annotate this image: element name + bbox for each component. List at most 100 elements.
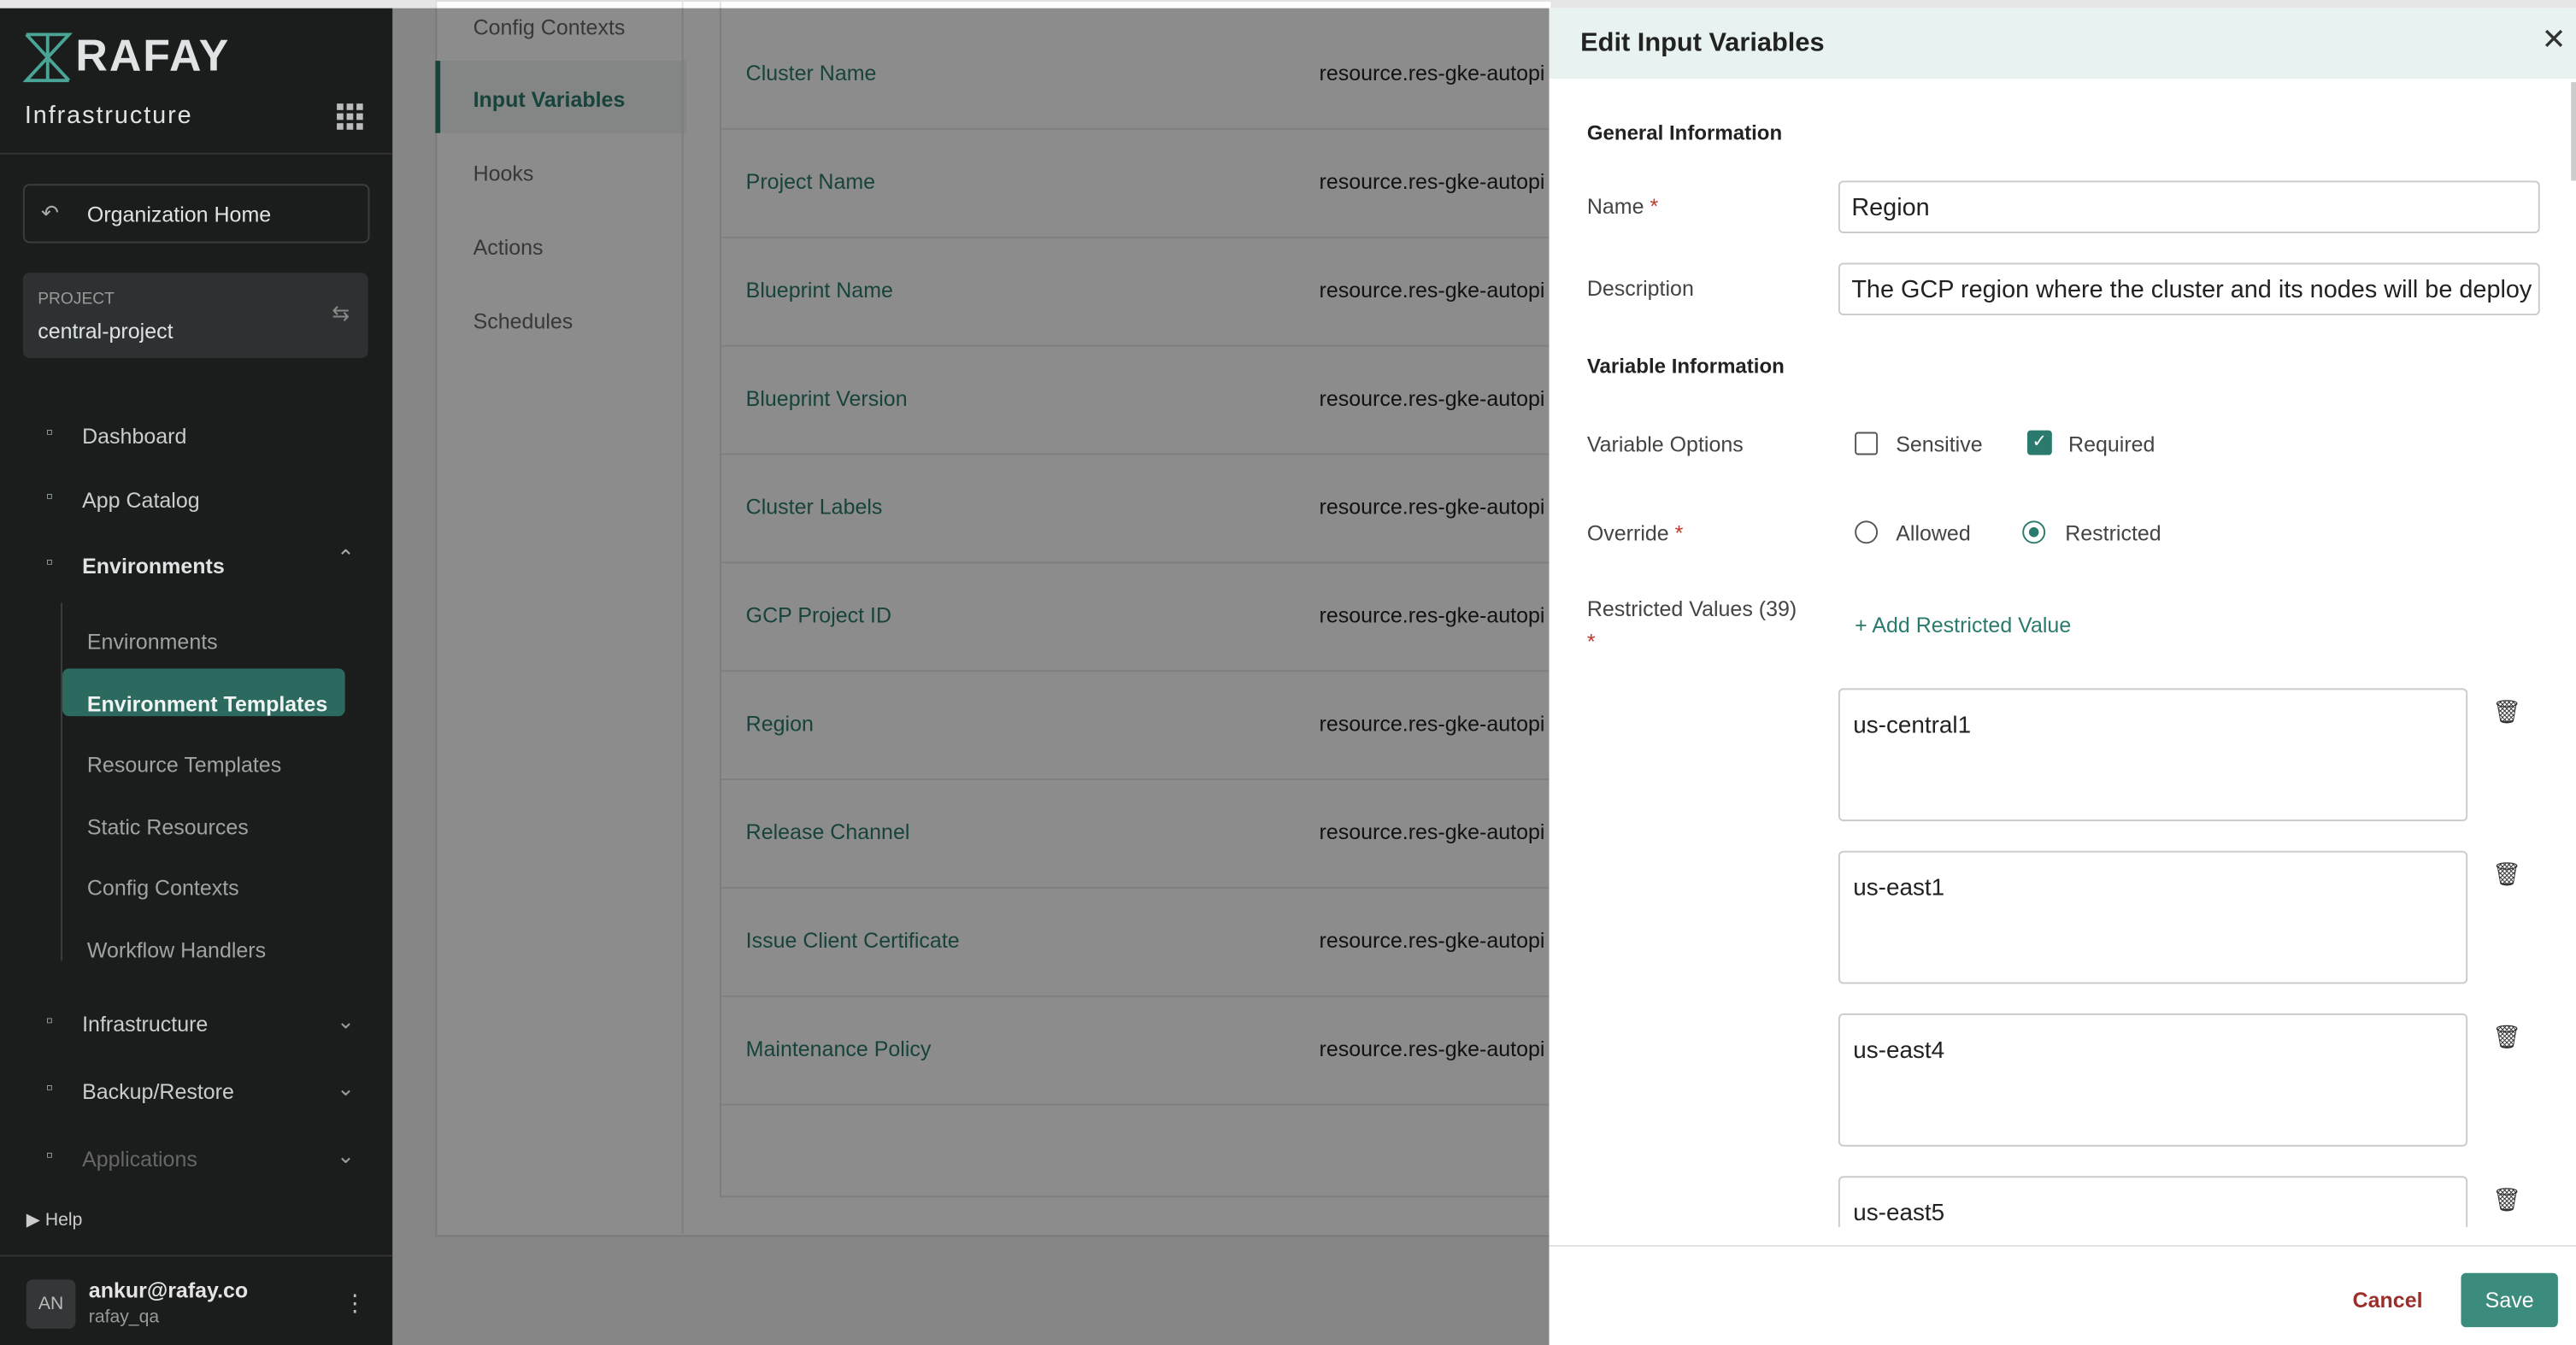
row-divider [720,886,1550,889]
switch-icon: ⇆ [332,300,350,326]
sub-nav-item[interactable]: Resource Templates [86,752,282,778]
sensitive-checkbox[interactable] [1855,432,1879,455]
user-menu[interactable]: ⋮ [343,1289,367,1316]
variable-value: resource.res-gke-autopi [1319,61,1545,85]
variable-value: resource.res-gke-autopi [1319,277,1545,302]
option-label: Required [2068,432,2155,457]
field-label: Variable Options [1586,432,1744,457]
project-selector[interactable]: PROJECT central-project ⇆ [22,273,368,359]
tree-line [61,602,63,961]
org-home-button[interactable]: ↶ Organization Home [22,184,370,244]
required-mark: * [1586,629,1596,655]
variable-name[interactable]: Cluster Name [745,61,877,85]
brand: RAFAY [75,31,231,81]
main-content: Config Contexts Input Variables Hooks Actio… [392,0,1553,1345]
sub-nav-item[interactable]: Environments [86,629,218,655]
required-mark: * [1674,520,1684,546]
input-value: us-east1 [1853,875,1945,902]
restricted-value-input[interactable]: us-central1 [1838,688,2468,822]
restricted-radio[interactable] [2022,520,2046,544]
delete-button[interactable]: 🗑 [2491,1185,2522,1213]
label-text: Name [1586,193,1644,219]
field-label: Name * [1587,194,1658,219]
nav-item[interactable]: Infrastructure [82,1012,209,1037]
divider [0,152,393,155]
restricted-value-input[interactable]: us-east4 [1838,1013,2468,1147]
row-divider [720,670,1550,672]
nav-item[interactable]: App Catalog [82,487,200,513]
nav-item[interactable]: Applications [82,1146,197,1172]
section-title: General Information [1586,121,1783,145]
chevron[interactable]: ⌃ [337,545,356,571]
sub-nav-item[interactable]: Environment Templates [86,691,328,717]
delete-button[interactable]: 🗑 [2491,860,2522,887]
input-value: The GCP region where the cluster and its… [1851,275,2532,304]
chevron[interactable]: ⌄ [337,1008,356,1034]
description-input[interactable]: The GCP region where the cluster and its… [1838,262,2540,316]
row-divider [720,236,1550,238]
nav-item[interactable]: Backup/Restore [82,1078,234,1104]
delete-button[interactable]: 🗑 [2491,697,2522,725]
tabs-divider [681,0,684,1234]
help-toggle[interactable]: ▶ Help [26,1210,83,1230]
modal-backdrop[interactable] [392,8,1550,1345]
name-input[interactable]: Region [1838,180,2540,233]
tab[interactable]: Hooks [473,161,534,186]
logo-icon [22,32,73,83]
cancel-button[interactable]: Cancel [2352,1288,2423,1313]
sub-nav-item[interactable]: Workflow Handlers [86,937,267,963]
sub-nav-item[interactable]: Config Contexts [86,875,239,901]
variable-value: resource.res-gke-autopi [1319,385,1545,411]
variable-value: resource.res-gke-autopi [1319,819,1545,845]
chevron[interactable]: ⌄ [337,1142,356,1168]
field-label: Restricted Values (39) [1586,596,1797,621]
save-button[interactable]: Save [2461,1272,2558,1328]
sidebar: RAFAY Infrastructure ↶ Organization Home… [0,8,393,1345]
nav-item[interactable]: Dashboard [82,423,187,449]
allowed-radio[interactable] [1855,520,1879,544]
back-icon: ↶ [41,200,60,226]
values-viewport: us-central1 🗑 us-east1 🗑 us-east4 🗑 us-east5 🗑 [1550,9,2576,1227]
nav-icon: ▫ [45,1076,54,1099]
variable-name[interactable]: Cluster Labels [745,494,883,520]
panel-title: Edit Input Variables [1580,29,1825,58]
variable-name[interactable]: Blueprint Name [745,277,893,302]
row-divider [720,778,1550,781]
panel-header [1549,8,2576,79]
variable-name[interactable]: Issue Client Certificate [745,928,960,953]
row-divider [720,453,1550,455]
restricted-value-input[interactable]: us-east5 [1838,1176,2468,1227]
org-home: Organization Home [86,202,272,227]
restricted-value-input[interactable]: us-east1 [1838,850,2468,984]
nav-item[interactable]: Environments [82,553,225,579]
add-value-button[interactable]: + Add Restricted Value [1855,612,2072,637]
option-label: Sensitive [1896,432,1983,457]
nav-icon: ▫ [45,1142,54,1166]
apps-grid[interactable] [337,103,363,130]
radio-dot [2028,527,2039,537]
project-name: central-project [38,318,173,344]
chevron[interactable]: ⌄ [337,1076,356,1101]
tab[interactable]: Config Contexts [473,15,626,40]
tab[interactable]: Actions [473,234,544,260]
variable-name[interactable]: GCP Project ID [745,602,892,628]
variable-name[interactable]: Blueprint Version [745,385,908,411]
variable-name[interactable]: Maintenance Policy [745,1036,932,1061]
nav-icon: ▫ [45,420,54,443]
row-divider [720,561,1550,564]
label-text: Override [1586,520,1669,546]
delete-button[interactable]: 🗑 [2491,1023,2522,1050]
variable-name[interactable]: Region [745,711,814,737]
tab[interactable]: Input Variables [473,86,626,112]
field-label: Description [1586,275,1694,301]
row-divider [720,1103,1550,1106]
variable-name[interactable]: Project Name [745,168,876,194]
variables-table [719,0,1553,1198]
tab[interactable]: Schedules [473,308,573,334]
user-org: rafay_qa [88,1307,160,1328]
sub-nav-item[interactable]: Static Resources [86,814,249,840]
required-checkbox[interactable]: ✓ [2026,430,2052,455]
variable-name[interactable]: Release Channel [745,819,910,845]
close-button[interactable]: ✕ [2541,22,2567,56]
input-value: us-east5 [1853,1201,1945,1227]
